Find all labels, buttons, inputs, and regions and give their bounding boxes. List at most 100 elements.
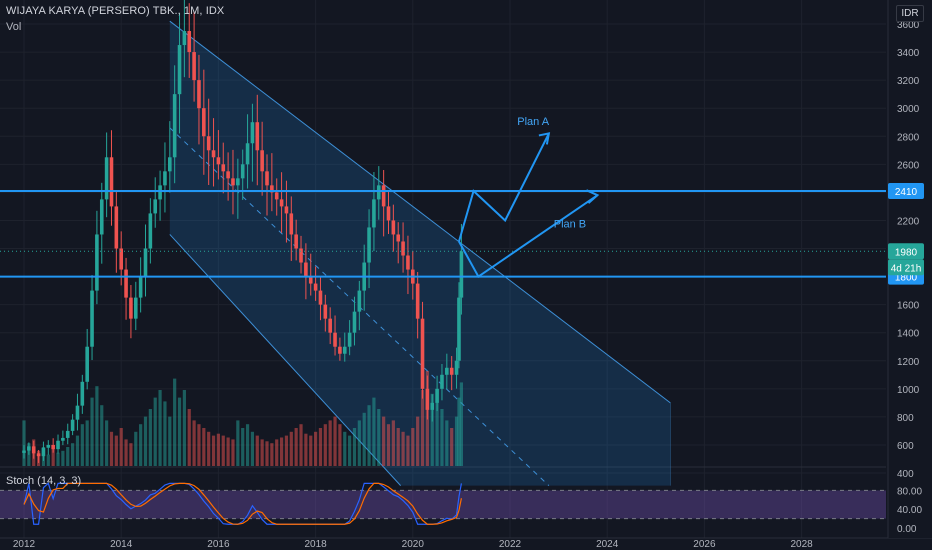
price-tick: 3400	[897, 48, 920, 59]
volume-bar	[457, 397, 461, 466]
candle-body	[386, 206, 391, 221]
candle-body	[129, 297, 133, 319]
volume-bar	[100, 405, 104, 466]
candle-body	[274, 192, 279, 200]
candle-body	[236, 178, 240, 186]
volume-bar	[343, 431, 347, 466]
level-badge-2410	[888, 182, 924, 199]
volume-bar	[134, 431, 138, 466]
level-badge-text: 2410	[895, 187, 918, 198]
symbol-title[interactable]: WIJAYA KARYA (PERSERO) TBK., 1M, IDX	[6, 5, 225, 17]
plan-b-label: Plan B	[554, 218, 586, 230]
volume-bar	[411, 428, 415, 466]
price-tick: 1400	[897, 329, 920, 340]
candle-body	[342, 346, 347, 354]
channel-upper-line	[169, 20, 671, 404]
price-tick: 600	[897, 441, 914, 452]
stoch-label[interactable]: Stoch (14, 3, 3)	[6, 475, 82, 487]
candle-body	[440, 374, 444, 389]
volume-bar	[386, 424, 391, 466]
volume-bar	[270, 443, 274, 466]
level-badge-text: 1800	[895, 273, 918, 284]
level-badge-1980	[888, 243, 924, 260]
volume-bar	[143, 416, 148, 466]
time-tick: 2020	[402, 539, 425, 550]
volume-bar	[197, 424, 201, 466]
time-tick: 2016	[207, 539, 230, 550]
candle-body	[80, 381, 85, 406]
candle-body	[70, 419, 75, 431]
volume-bar	[187, 409, 191, 466]
stoch-tick: 0.00	[897, 524, 917, 535]
volume-bar	[202, 428, 206, 466]
candle-body	[338, 346, 342, 354]
candle-body	[449, 367, 454, 375]
price-levels[interactable]	[0, 189, 886, 278]
time-tick: 2014	[110, 539, 133, 550]
candle-body	[221, 164, 226, 172]
price-tick: 1000	[897, 385, 920, 396]
stoch-band	[0, 490, 886, 519]
candle-body	[352, 311, 357, 333]
candle-body	[420, 318, 425, 389]
volume-bar	[71, 443, 75, 466]
volume-bar	[226, 437, 230, 466]
countdown-text: 4d 21h	[891, 263, 922, 274]
candle-body	[51, 444, 55, 450]
volume-bar	[61, 450, 65, 466]
volume-bar	[391, 420, 395, 466]
price-tick: 3000	[897, 104, 920, 115]
volume-bar	[323, 424, 327, 466]
volume-bar	[80, 424, 84, 466]
level-badge-text: 1980	[895, 247, 918, 258]
candle-body	[376, 185, 381, 200]
plan-a-arrowhead	[538, 132, 551, 145]
candle-body	[148, 213, 153, 249]
countdown-badge	[888, 259, 924, 276]
time-axis[interactable]: 2012 2014 2016 2018 2020 2022 2024 2026 2028	[13, 539, 813, 550]
volume-bar	[352, 428, 357, 466]
time-tick: 2028	[790, 539, 813, 550]
candle-body	[284, 206, 289, 214]
volume-bar	[46, 454, 50, 466]
volume-bar	[109, 431, 114, 466]
descending-channel[interactable]	[169, 20, 671, 486]
candle-body	[328, 318, 332, 333]
price-tick: 400	[897, 469, 914, 480]
volume-bar	[377, 409, 381, 466]
candle-body	[124, 269, 128, 298]
price-tick: 2200	[897, 216, 920, 227]
stoch-tick: 80.00	[897, 486, 922, 497]
volume-bar	[207, 431, 211, 466]
candle-body	[289, 213, 294, 235]
candle-body	[347, 332, 352, 347]
candle-body	[104, 157, 109, 200]
candle-body	[158, 185, 162, 200]
candle-body	[391, 220, 396, 235]
price-axis[interactable]: 4006008001000120014001600180020002200240…	[887, 0, 932, 538]
volume-bar	[338, 424, 342, 466]
volume-bar	[250, 431, 255, 466]
candle-body	[46, 444, 51, 448]
price-tick: 3200	[897, 76, 920, 87]
candle-body	[260, 150, 264, 172]
candle-body	[133, 297, 138, 319]
volume-label: Vol	[6, 21, 22, 33]
currency-badge[interactable]: IDR	[896, 5, 924, 22]
volume-bar	[348, 435, 352, 466]
volume-bar	[260, 439, 264, 466]
time-tick: 2012	[13, 539, 36, 550]
plan-arrows[interactable]: Plan A Plan B	[458, 116, 600, 279]
candle-body	[56, 440, 60, 450]
candle-body	[192, 52, 196, 81]
volume-bar	[114, 435, 118, 466]
candle-body	[114, 206, 119, 249]
candle-body	[206, 136, 211, 151]
candle-body	[90, 290, 94, 347]
volume-bar	[459, 382, 463, 466]
volume-bar	[304, 433, 308, 466]
volume-bar	[284, 435, 289, 466]
candle-body	[226, 171, 230, 179]
volume-bar	[221, 435, 225, 466]
